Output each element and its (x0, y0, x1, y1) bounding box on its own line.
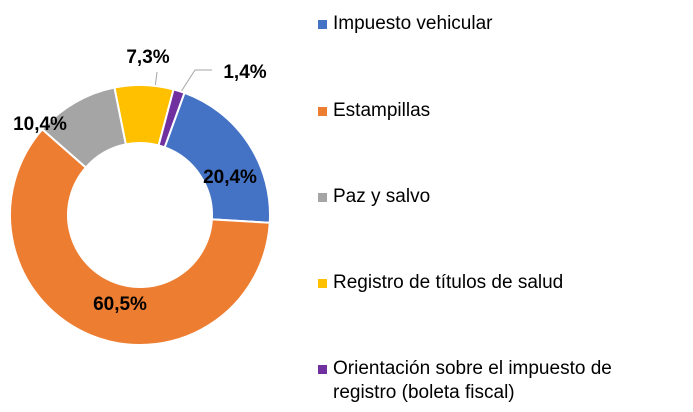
leader-line (176, 69, 212, 99)
data-label: 1,4% (223, 62, 266, 83)
legend-label: Estampillas (333, 100, 431, 121)
donut-slice (163, 91, 271, 224)
donut-slice (157, 88, 186, 149)
legend-label: Registro de títulos de salud (333, 272, 564, 293)
legend: Impuesto vehicular Estampillas Paz y salvo… (318, 0, 693, 412)
legend-item: Registro de títulos de salud (318, 271, 633, 295)
data-label: 60,5% (93, 294, 147, 315)
data-label: 20,4% (203, 167, 257, 188)
legend-label: Orientación sobre el impuesto de registr… (333, 358, 612, 403)
legend-swatch (318, 365, 327, 374)
legend-item: Paz y salvo (318, 185, 633, 209)
legend-swatch (318, 20, 327, 29)
legend-swatch (318, 193, 327, 202)
data-label: 7,3% (126, 47, 169, 68)
donut-slice (9, 127, 271, 346)
legend-label: Impuesto vehicular (333, 13, 493, 34)
legend-swatch (318, 279, 327, 288)
data-label: 10,4% (13, 114, 67, 135)
legend-item: Orientación sobre el impuesto de registr… (318, 357, 633, 405)
legend-swatch (318, 107, 327, 116)
legend-item: Impuesto vehicular (318, 12, 633, 36)
legend-label: Paz y salvo (333, 186, 431, 207)
legend-item: Estampillas (318, 99, 633, 123)
